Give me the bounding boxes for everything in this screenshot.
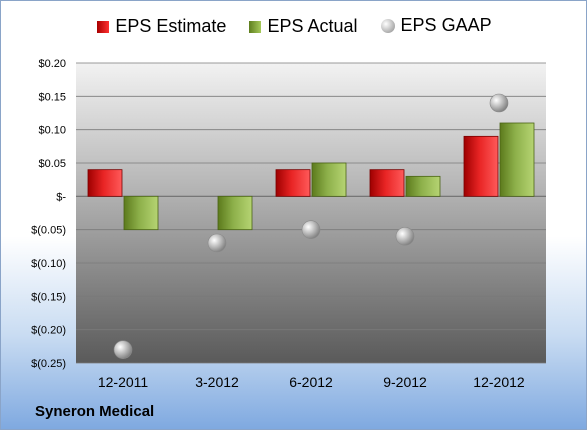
gaap-point [489, 93, 509, 113]
y-tick-label: $(0.20) [31, 325, 66, 337]
bar-actual [217, 195, 253, 231]
bar-actual [405, 175, 441, 197]
gaap-point [113, 340, 133, 359]
bar-estimate [463, 135, 499, 197]
gaap-point [395, 227, 415, 246]
legend-label-actual: EPS Actual [267, 16, 358, 36]
legend: EPS Estimate EPS Actual EPS GAAP [1, 15, 587, 38]
bar-estimate [369, 169, 405, 197]
gaap-point [207, 233, 227, 253]
company-label: Syneron Medical [35, 403, 155, 420]
bars [87, 122, 535, 231]
legend-label-gaap: EPS GAAP [400, 15, 492, 35]
bar-actual [311, 162, 347, 197]
legend-swatch-gaap [380, 18, 395, 33]
y-axis-ticks: $0.20 $0.15 $0.10 $0.05 $- $(0.05) $(0.10) $(0.… [31, 58, 66, 370]
bar-estimate [275, 169, 311, 197]
y-tick-label: $(0.10) [31, 258, 66, 270]
y-tick-label: $(0.15) [31, 291, 66, 303]
gaap-points [113, 93, 509, 359]
gaap-point [301, 220, 321, 239]
bar-estimate [87, 169, 123, 197]
legend-swatch-estimate [97, 20, 110, 33]
y-tick-label: $- [56, 191, 66, 203]
x-tick-label: 6-2012 [289, 374, 333, 390]
y-tick-label: $0.20 [38, 58, 66, 70]
x-tick-label: 3-2012 [195, 374, 239, 390]
y-tick-label: $0.05 [38, 158, 66, 170]
bar-actual [123, 195, 159, 231]
x-axis-ticks: 12-2011 3-2012 6-2012 9-2012 12-2012 [98, 374, 525, 390]
y-tick-label: $0.10 [38, 125, 66, 137]
bar-actual [499, 122, 535, 197]
legend-label-estimate: EPS Estimate [115, 16, 227, 36]
legend-item-actual: EPS Actual [249, 16, 358, 37]
y-tick-label: $(0.05) [31, 225, 66, 237]
y-tick-label: $0.15 [38, 91, 66, 103]
x-tick-label: 9-2012 [383, 374, 427, 390]
legend-swatch-actual [249, 20, 262, 33]
y-tick-label: $(0.25) [31, 358, 66, 370]
x-tick-label: 12-2012 [473, 374, 525, 390]
legend-item-estimate: EPS Estimate [97, 16, 226, 37]
x-tick-label: 12-2011 [98, 374, 149, 390]
legend-item-gaap: EPS GAAP [380, 15, 492, 36]
